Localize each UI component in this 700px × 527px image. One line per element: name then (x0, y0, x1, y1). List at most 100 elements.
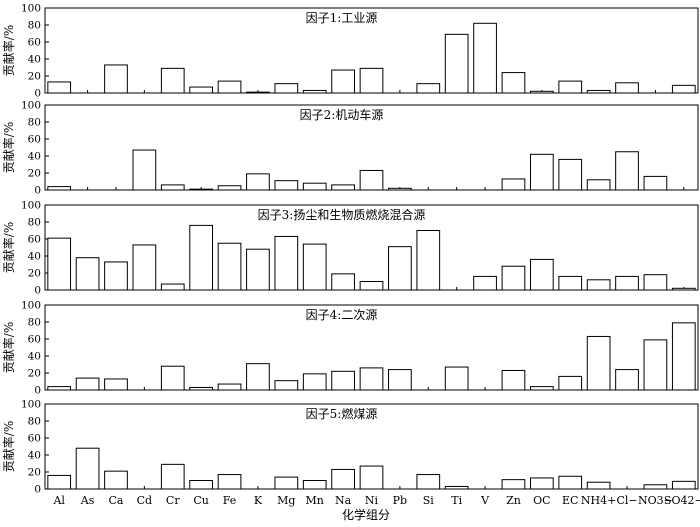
bar (246, 91, 270, 94)
bar (189, 188, 214, 191)
bar (643, 484, 668, 490)
y-tick-label: 40 (28, 351, 41, 363)
bar (558, 80, 583, 94)
panel-1: 0 20 40 60 80 100 贡献率/% 因子1:工业源 (1, 3, 699, 100)
x-tick-label: Cr (166, 494, 180, 507)
y-tick-label: 20 (28, 268, 41, 280)
bar (47, 81, 72, 94)
bar (217, 383, 242, 391)
y-tick-label: 100 (21, 100, 41, 112)
bar (104, 470, 128, 490)
bar (615, 151, 639, 191)
bar (388, 369, 412, 391)
x-tick-label: Na (335, 494, 352, 507)
bar (217, 80, 242, 94)
bar (132, 244, 157, 291)
bar (47, 237, 72, 291)
bar (246, 173, 270, 191)
x-tick-label: SO42− (664, 494, 700, 507)
y-tick-label: 80 (28, 217, 41, 229)
bar (359, 367, 384, 391)
bar (643, 175, 668, 191)
bar (160, 365, 185, 391)
bar (529, 477, 554, 490)
bar (104, 261, 128, 291)
panel-title: 因子2:机动车源 (300, 107, 384, 122)
bar (671, 322, 696, 391)
y-tick-label: 100 (21, 300, 41, 312)
y-tick-label: 20 (28, 368, 41, 380)
bar (160, 463, 185, 490)
bar (274, 180, 299, 191)
bar (529, 90, 554, 94)
y-tick-label: 0 (34, 285, 41, 297)
bar (671, 84, 696, 94)
bar (558, 475, 583, 490)
bar (529, 153, 554, 191)
x-tick-label: Zn (506, 494, 521, 507)
x-tick-label: Fe (223, 494, 237, 507)
y-tick-label: 60 (28, 37, 41, 49)
y-axis-title: 贡献率/% (1, 25, 16, 76)
panel-title: 因子3:扬尘和生物质燃烧混合源 (258, 207, 426, 222)
bar (615, 275, 639, 291)
bar (586, 179, 611, 191)
y-tick-label: 40 (28, 54, 41, 66)
y-tick-label: 80 (28, 20, 41, 32)
panel-5: 0 20 40 60 80 100 贡献率/% 因子5:燃煤源 (1, 399, 699, 496)
bar (416, 474, 441, 490)
x-axis-title: 化学组分 (342, 507, 390, 522)
bar (274, 83, 299, 94)
x-tick-label: OC (533, 494, 550, 507)
x-tick-label: Ni (365, 494, 379, 507)
y-tick-label: 20 (28, 168, 41, 180)
x-tick-label: Cd (137, 494, 152, 507)
bar (444, 33, 469, 94)
x-tick-label: Cl− (616, 494, 637, 507)
bar (132, 149, 157, 191)
y-axis-title: 贡献率/% (1, 421, 16, 472)
bar (615, 82, 639, 94)
x-tick-label: NH4+ (581, 494, 616, 507)
x-tick-label: NO3− (638, 494, 673, 507)
x-tick-label: EC (562, 494, 578, 507)
bar (501, 72, 526, 94)
x-tick-label: Pb (393, 494, 407, 507)
bar (274, 380, 299, 391)
bar (529, 386, 554, 391)
y-axis-title: 贡献率/% (1, 222, 16, 273)
y-tick-label: 100 (21, 200, 41, 212)
bar (473, 22, 497, 94)
bar (302, 243, 327, 291)
bar (671, 480, 696, 490)
bar (671, 287, 696, 291)
bar (217, 185, 242, 191)
bar (274, 476, 299, 490)
y-tick-label: 100 (21, 3, 41, 15)
x-tick-label: V (480, 494, 490, 507)
panel-3: 0 20 40 60 80 100 贡献率/% 因子3:扬尘和生物质燃烧混合源 (1, 200, 699, 297)
bar (217, 242, 242, 291)
bar (444, 366, 469, 391)
x-tick-label: Mn (306, 494, 324, 507)
y-tick-label: 60 (28, 334, 41, 346)
y-tick-label: 0 (34, 484, 41, 496)
bar (586, 335, 611, 391)
bar (586, 89, 611, 94)
x-tick-label: Ti (451, 494, 462, 507)
y-tick-label: 20 (28, 71, 41, 83)
bar (473, 275, 497, 291)
y-tick-label: 0 (34, 385, 41, 397)
bar (160, 67, 185, 94)
panel-title: 因子1:工业源 (306, 11, 378, 25)
bar (388, 187, 412, 191)
bar (104, 64, 128, 94)
bar (501, 265, 526, 291)
bar (643, 339, 668, 391)
bar (189, 86, 214, 94)
bar (217, 474, 242, 490)
bar (302, 480, 327, 490)
bar (388, 246, 412, 291)
bar (331, 273, 355, 291)
